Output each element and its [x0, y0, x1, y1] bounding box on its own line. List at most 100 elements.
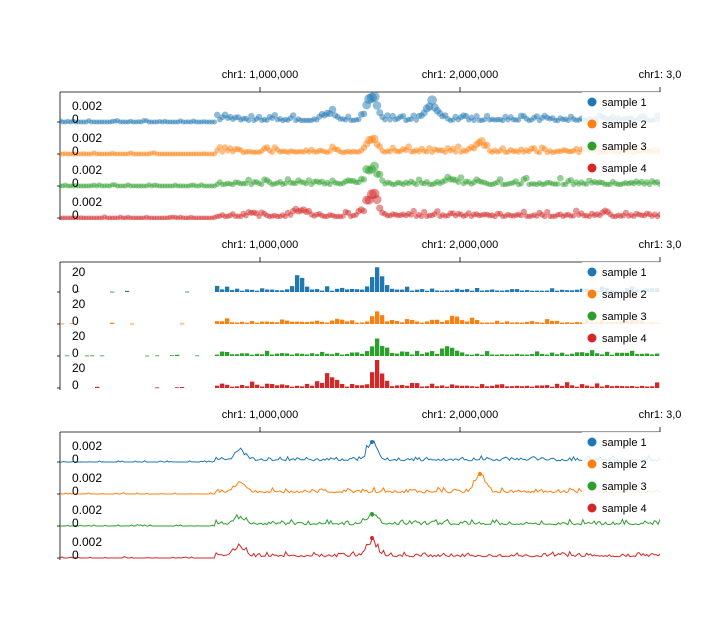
x-tick-label: chr1: 3,0	[639, 239, 682, 251]
bar	[505, 386, 510, 388]
bar	[640, 385, 645, 388]
scatter-point	[457, 174, 465, 182]
bar	[400, 351, 405, 356]
series-line	[60, 440, 660, 463]
scatter-point	[657, 181, 660, 188]
bar	[265, 321, 270, 324]
peak-marker	[370, 536, 374, 540]
bar	[485, 386, 490, 388]
bar	[565, 322, 570, 324]
bar	[60, 323, 65, 325]
legend-marker	[587, 481, 597, 491]
bar	[385, 285, 390, 292]
bar	[345, 289, 350, 292]
bar	[280, 384, 285, 388]
bar	[290, 354, 295, 356]
bar	[460, 352, 465, 356]
legend-marker	[587, 267, 597, 277]
bar	[410, 290, 415, 292]
bar	[495, 290, 500, 292]
bar	[270, 384, 275, 388]
bar	[425, 290, 430, 292]
scatter-point	[305, 177, 312, 184]
legend-marker	[587, 97, 597, 107]
y-tick-label: 0	[72, 484, 79, 498]
bar	[185, 291, 190, 293]
bar	[470, 386, 475, 388]
scatter-point	[376, 143, 384, 150]
scatter-point	[515, 117, 522, 123]
scatter-point	[421, 208, 428, 216]
bar	[220, 351, 225, 356]
bar	[215, 285, 220, 292]
bar	[300, 386, 305, 388]
bar	[230, 290, 235, 292]
bar	[275, 290, 280, 292]
scatter-point	[497, 176, 504, 183]
scatter-point	[355, 116, 362, 123]
bar	[480, 384, 485, 388]
bar	[515, 353, 520, 356]
bar	[500, 290, 505, 292]
bar	[365, 384, 370, 388]
bar	[585, 385, 590, 388]
bar	[585, 353, 590, 356]
bar	[425, 352, 430, 356]
bar	[240, 385, 245, 388]
bar	[635, 354, 640, 356]
bar	[555, 290, 560, 292]
bar	[415, 383, 420, 388]
scatter-point	[269, 149, 275, 155]
series-line	[60, 512, 660, 527]
bar	[330, 320, 335, 324]
scatter-point	[216, 144, 223, 151]
y-tick-label: 0.002	[72, 99, 102, 113]
bar	[175, 354, 180, 356]
bar	[375, 360, 380, 388]
bar	[305, 383, 310, 388]
bar	[315, 320, 320, 324]
bar	[365, 321, 370, 324]
x-tick-label: chr1: 1,000,000	[222, 69, 298, 81]
bar	[575, 322, 580, 324]
bar	[275, 385, 280, 388]
bar	[645, 353, 650, 356]
bar	[220, 289, 225, 292]
bar	[425, 386, 430, 388]
track-sample-1	[60, 91, 660, 125]
bar	[260, 288, 265, 292]
bar	[620, 352, 625, 356]
legend-marker	[587, 437, 597, 447]
bar	[575, 386, 580, 388]
bar	[360, 289, 365, 292]
legend-marker	[587, 333, 597, 343]
scatter-point	[657, 211, 660, 218]
bar	[335, 352, 340, 356]
bar	[550, 321, 555, 324]
bar	[390, 288, 395, 292]
bar	[355, 289, 360, 292]
y-tick-label: 0.002	[72, 195, 102, 209]
bar	[305, 354, 310, 356]
bar	[360, 322, 365, 324]
bar	[350, 288, 355, 292]
y-tick-label: 0	[72, 452, 79, 466]
bar	[615, 385, 620, 388]
track-sample-3	[65, 338, 660, 357]
bar	[515, 289, 520, 292]
bar	[445, 320, 450, 324]
bar	[540, 290, 545, 292]
bar	[460, 385, 465, 388]
legend-label: sample 2	[602, 459, 647, 471]
bar	[195, 355, 200, 357]
bar	[650, 354, 655, 356]
bar	[535, 351, 540, 356]
bar	[235, 322, 240, 324]
bar	[290, 286, 295, 292]
bar	[145, 355, 150, 357]
bar	[345, 321, 350, 324]
bar	[335, 318, 340, 324]
y-tick-label: 0.002	[72, 131, 102, 145]
bar	[215, 354, 220, 356]
scatter-point	[259, 181, 265, 188]
